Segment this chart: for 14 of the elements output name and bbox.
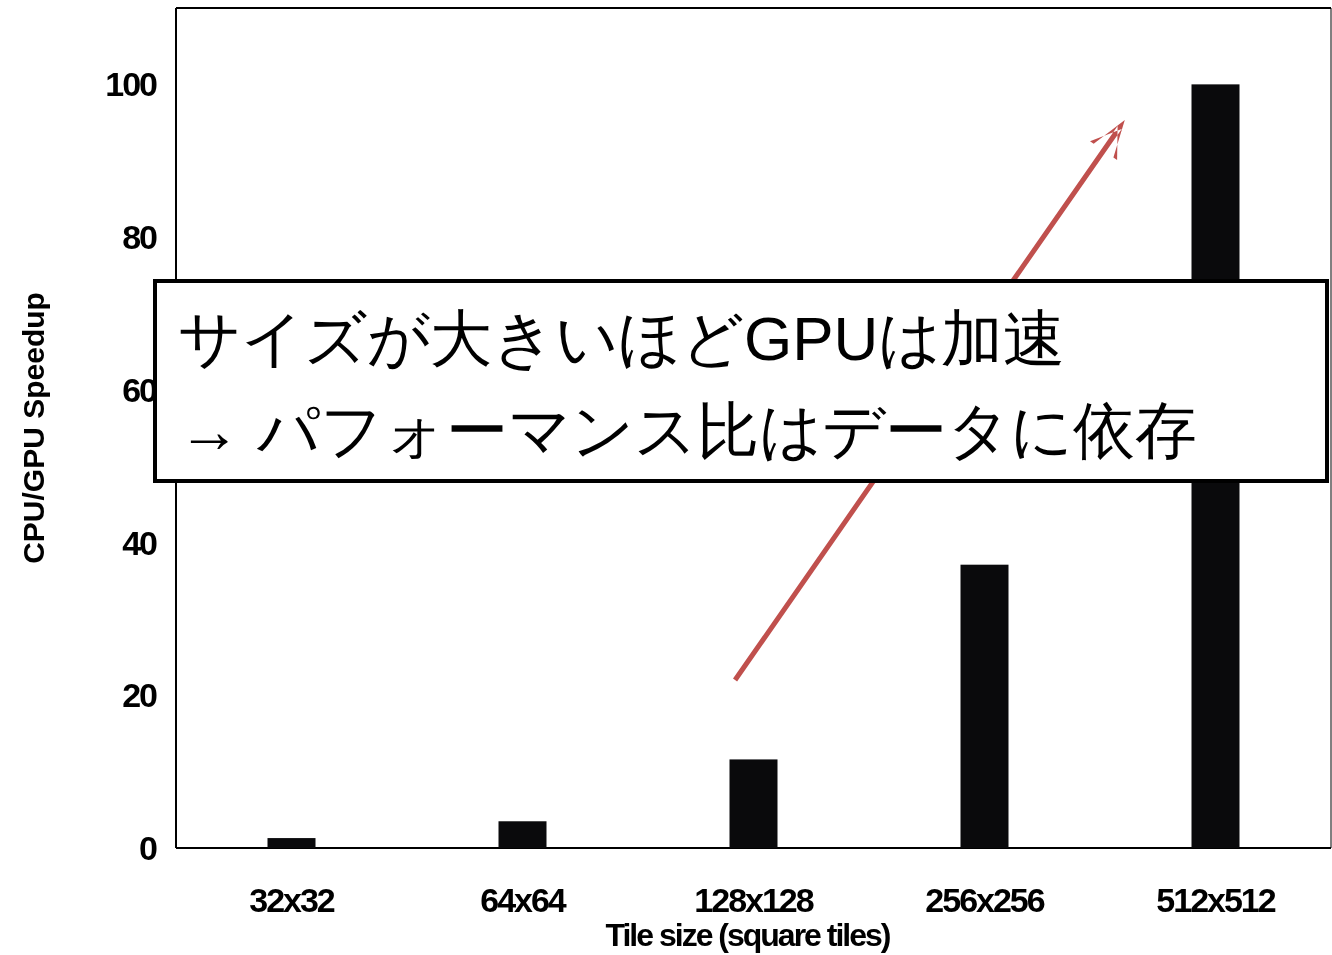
x-tick-label: 64x64 xyxy=(480,881,567,919)
y-axis-title: CPU/GPU Speedup xyxy=(17,292,50,564)
y-tick-label: 40 xyxy=(122,523,158,562)
annotation: → パフォーマンス比はデータに依存 xyxy=(178,396,1198,465)
x-tick-label: 256x256 xyxy=(925,881,1045,919)
x-tick-label: 32x32 xyxy=(249,881,335,919)
y-tick-label: 100 xyxy=(105,65,158,104)
x-axis-title: Tile size (square tiles) xyxy=(605,917,891,953)
y-tick-label: 80 xyxy=(122,218,158,257)
annotation: サイズが大きいほどGPUは加速 xyxy=(178,304,1066,373)
x-tick-label: 512x512 xyxy=(1156,881,1276,919)
y-tick-label: 20 xyxy=(122,676,158,715)
x-tick-label: 128x128 xyxy=(694,881,814,919)
y-tick-label: 0 xyxy=(139,829,158,867)
